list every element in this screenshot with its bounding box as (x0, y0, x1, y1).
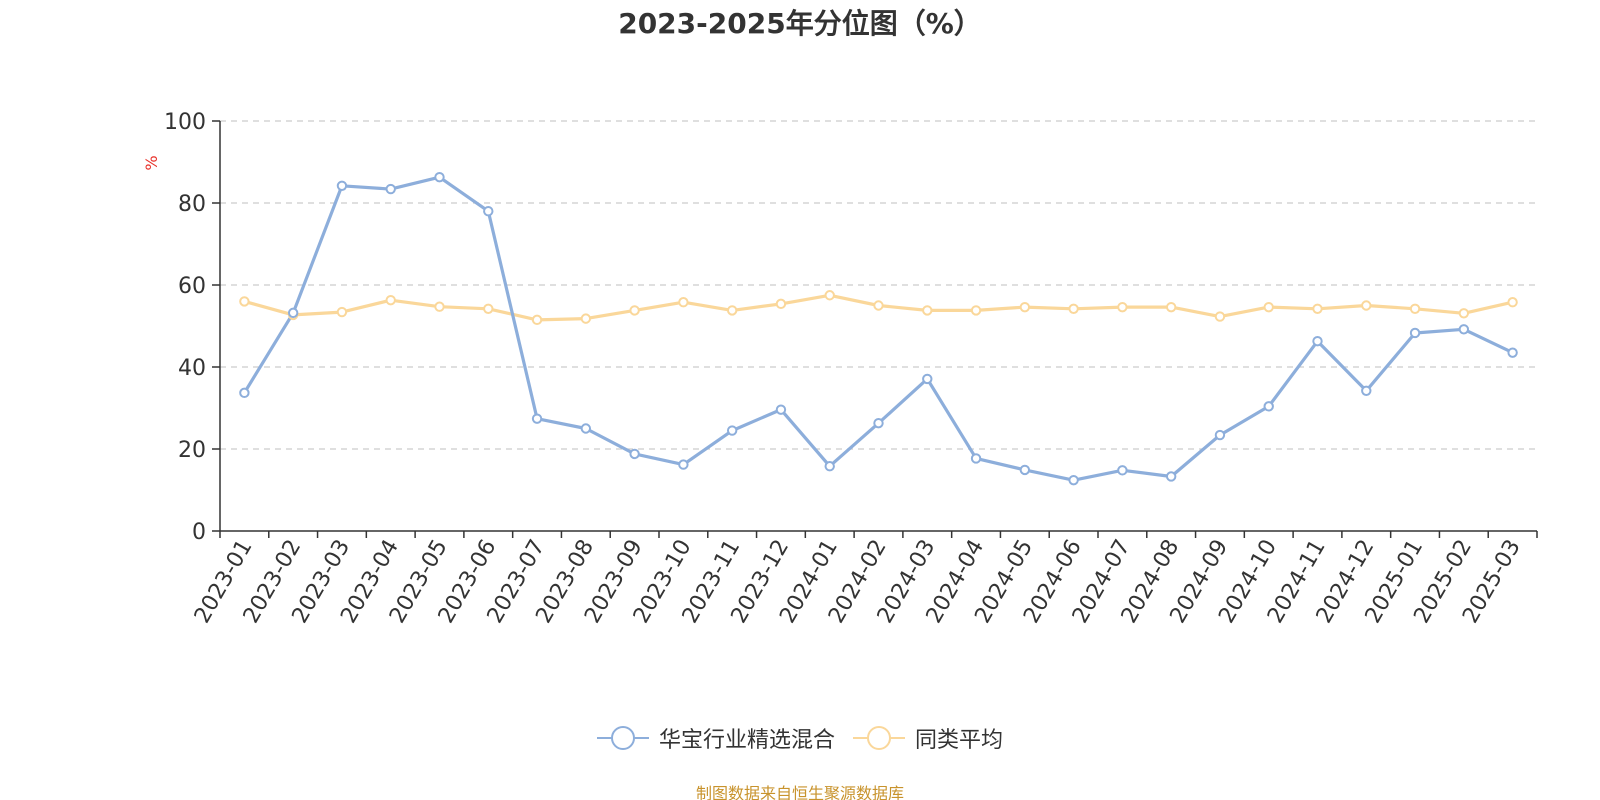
data-point-series-1-2024-10[interactable] (1263, 401, 1274, 412)
y-tick-label-80: 80 (178, 192, 206, 217)
data-point-series-1-2024-01[interactable] (824, 461, 835, 472)
data-point-series-1-2023-12[interactable] (775, 404, 787, 415)
data-point-series-1-2023-01[interactable] (239, 387, 250, 399)
data-point-series-2-2025-02[interactable] (1458, 308, 1470, 319)
data-point-series-2-2023-08[interactable] (580, 313, 592, 324)
y-tick-label-100: 100 (164, 110, 206, 135)
data-point-series-1-2024-09[interactable] (1214, 429, 1226, 441)
data-point-series-2-2023-10[interactable] (678, 297, 689, 308)
data-point-series-1-2023-10[interactable] (678, 459, 689, 470)
legend-label-series-1: 华宝行业精选混合 (658, 728, 835, 753)
data-point-series-2-2024-06[interactable] (1068, 303, 1079, 314)
data-point-series-2-2023-05[interactable] (434, 301, 445, 312)
source-note: 制图数据来自恒生聚源数据库 (695, 784, 904, 800)
data-point-series-2-2023-01[interactable] (239, 296, 250, 307)
legend: 华宝行业精选混合 同类平均 (0, 722, 1600, 754)
data-point-series-1-2024-02[interactable] (873, 417, 884, 429)
data-point-series-2-2023-11[interactable] (726, 305, 738, 316)
data-point-series-1-2025-02[interactable] (1458, 324, 1470, 335)
y-axis-label: % (142, 155, 161, 170)
legend-item-series-2[interactable]: 同类平均 (853, 722, 1003, 754)
data-point-series-1-2023-06[interactable] (483, 206, 494, 217)
data-point-series-2-2023-03[interactable] (336, 306, 348, 318)
data-point-series-1-2024-06[interactable] (1068, 474, 1079, 486)
data-point-series-2-2025-01[interactable] (1409, 303, 1421, 314)
data-point-series-1-2024-04[interactable] (970, 453, 982, 464)
data-point-series-1-2025-01[interactable] (1409, 327, 1421, 339)
data-point-series-1-2023-02[interactable] (287, 307, 299, 319)
data-point-series-1-2023-04[interactable] (385, 183, 396, 195)
series-line-1 (242, 175, 1515, 482)
legend-swatch-series-2-icon (853, 726, 905, 750)
data-point-series-2-2023-06[interactable] (483, 303, 494, 314)
data-point-series-2-2024-11[interactable] (1312, 303, 1323, 314)
data-point-series-1-2024-12[interactable] (1361, 385, 1372, 396)
data-point-series-2-2024-02[interactable] (873, 300, 884, 311)
data-point-series-2-2024-01[interactable] (824, 290, 835, 301)
data-point-series-1-2023-09[interactable] (629, 448, 640, 460)
grid-lines (220, 120, 1537, 450)
data-point-series-1-2023-07[interactable] (531, 413, 543, 424)
legend-swatch-series-1-icon (596, 726, 649, 750)
series-points (239, 171, 1518, 486)
data-point-series-2-2023-04[interactable] (385, 294, 396, 306)
data-point-series-2-2024-03[interactable] (922, 305, 933, 316)
data-point-series-2-2023-09[interactable] (629, 305, 640, 316)
y-tick-label-60: 60 (178, 274, 206, 299)
data-point-series-2-2024-09[interactable] (1214, 311, 1226, 322)
y-tick-label-20: 20 (178, 438, 206, 463)
legend-item-series-1[interactable]: 华宝行业精选混合 (596, 722, 835, 754)
series-lines (242, 175, 1515, 482)
data-point-series-1-2024-07[interactable] (1117, 465, 1128, 476)
data-point-series-2-2024-12[interactable] (1361, 300, 1372, 311)
data-point-series-2-2024-05[interactable] (1019, 301, 1031, 313)
data-point-series-2-2024-10[interactable] (1263, 301, 1274, 313)
chart-title: 2023-2025年分位图（%） (618, 7, 982, 40)
data-point-series-2-2025-03[interactable] (1507, 297, 1518, 308)
data-point-series-2-2023-12[interactable] (775, 298, 787, 310)
data-point-series-1-2024-03[interactable] (922, 373, 933, 385)
data-point-series-1-2023-11[interactable] (726, 425, 738, 436)
data-point-series-2-2024-07[interactable] (1117, 301, 1128, 313)
data-point-series-1-2024-08[interactable] (1165, 471, 1177, 482)
data-point-series-1-2023-08[interactable] (580, 423, 592, 434)
legend-label-series-2: 同类平均 (915, 728, 1004, 753)
data-point-series-2-2024-04[interactable] (970, 305, 982, 316)
y-tick-label-0: 0 (192, 520, 206, 545)
data-point-series-1-2024-05[interactable] (1019, 464, 1031, 476)
data-point-series-1-2025-03[interactable] (1507, 347, 1518, 358)
data-point-series-2-2024-08[interactable] (1165, 301, 1177, 313)
data-point-series-2-2023-07[interactable] (531, 314, 543, 326)
y-tick-label-40: 40 (178, 356, 206, 381)
data-point-series-1-2023-03[interactable] (336, 180, 348, 191)
data-point-series-1-2023-05[interactable] (434, 171, 445, 183)
data-point-series-1-2024-11[interactable] (1312, 335, 1323, 347)
